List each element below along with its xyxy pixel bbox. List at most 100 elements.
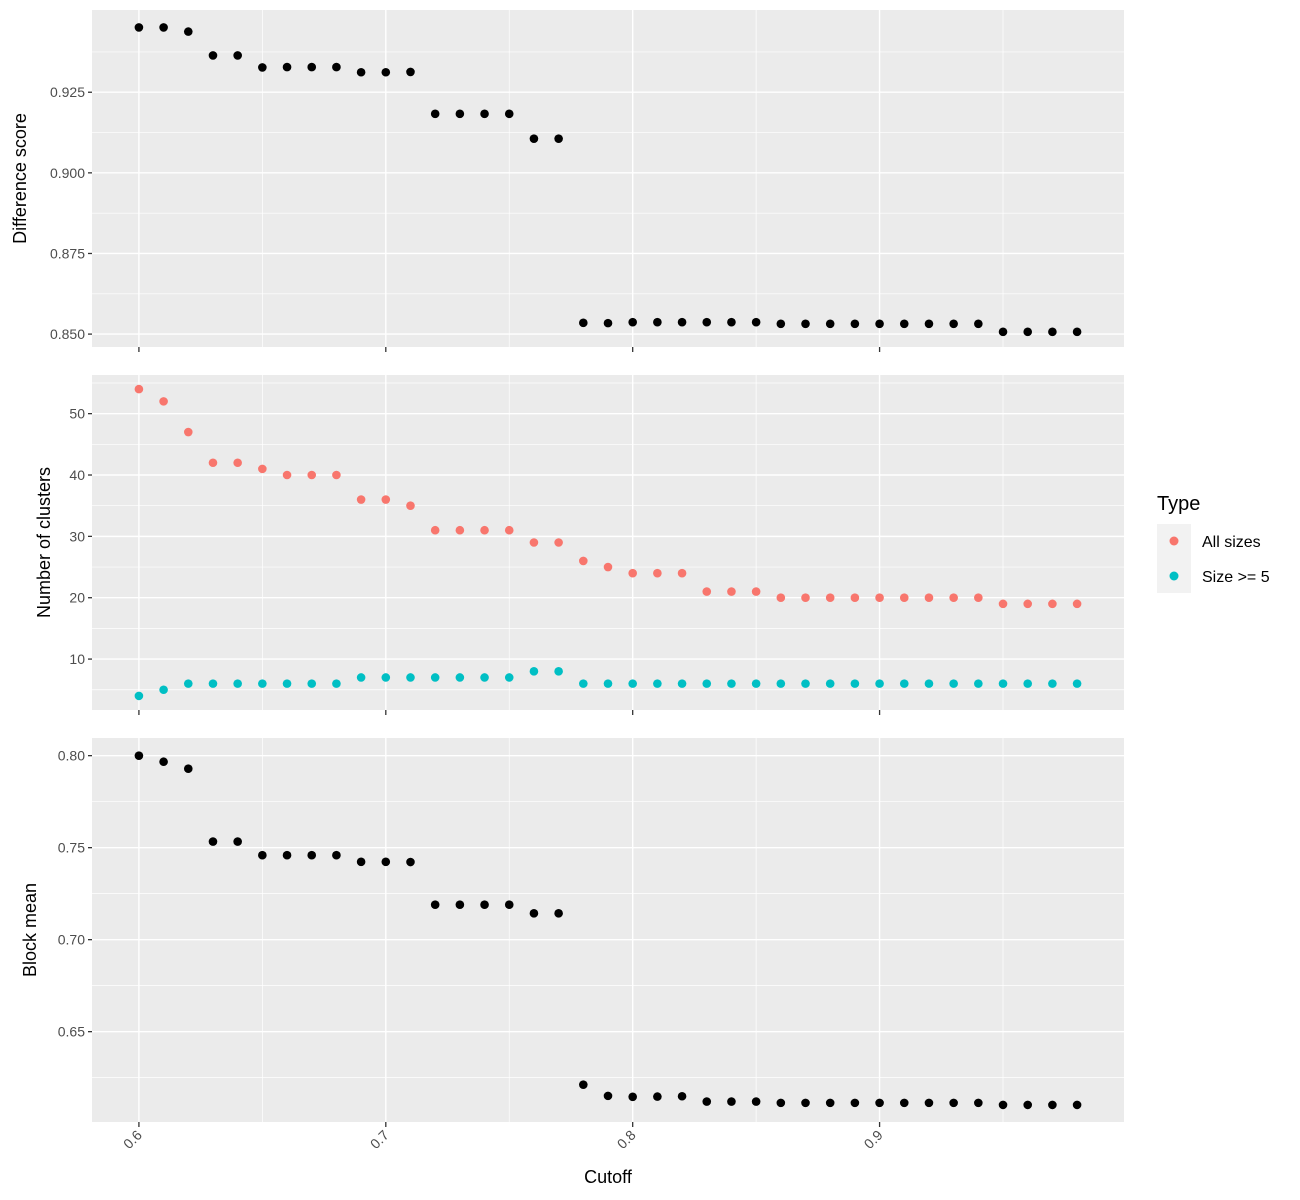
data-point (381, 67, 391, 77)
data-point (356, 673, 366, 682)
data-point (1023, 1100, 1033, 1110)
y-tick-label: 0.65 (58, 1024, 85, 1040)
data-point (603, 1091, 613, 1101)
data-point (603, 562, 613, 572)
data-point (159, 685, 168, 695)
series-difference-score (134, 23, 1082, 337)
data-point (579, 556, 588, 566)
data-point (825, 319, 835, 329)
x-tick-label: 0.7 (367, 1127, 392, 1152)
data-point (282, 62, 292, 72)
data-point (554, 667, 563, 676)
data-point (504, 900, 514, 910)
data-point (727, 317, 736, 327)
data-point (653, 317, 662, 327)
data-point (801, 319, 810, 329)
data-point (653, 1092, 662, 1101)
data-point (949, 319, 958, 329)
y-tick-label: 0.75 (58, 840, 85, 856)
data-point (702, 679, 712, 688)
data-point (1048, 599, 1057, 609)
data-point (430, 525, 440, 535)
data-point (159, 23, 168, 32)
data-point (850, 593, 860, 603)
data-point (801, 679, 810, 688)
data-point (850, 679, 860, 688)
data-point (208, 837, 218, 846)
data-point (974, 593, 983, 603)
data-point (1023, 327, 1033, 337)
legend: Type All sizes Size >= 5 (1157, 493, 1270, 593)
data-point (332, 850, 341, 860)
panel-1: 0.850 0.875 0.900 0.925 Difference score (10, 10, 1124, 352)
y-tick-label: 0.850 (50, 326, 85, 342)
legend-key-all-sizes (1169, 536, 1179, 546)
data-point (850, 1098, 860, 1108)
data-point (406, 501, 415, 510)
data-point (159, 397, 168, 406)
data-point (875, 679, 884, 688)
data-point (899, 593, 909, 603)
y-tick-label: 0.875 (50, 245, 85, 261)
y-tick-label: 0.80 (58, 748, 85, 764)
data-point (1048, 327, 1057, 337)
data-point (974, 679, 983, 688)
series-size-5 (134, 667, 1082, 701)
data-point (1048, 679, 1057, 688)
data-point (727, 587, 736, 596)
data-point (924, 1098, 934, 1108)
data-point (899, 319, 909, 329)
data-point (899, 679, 909, 688)
y-axis-title: Number of clusters (34, 467, 54, 618)
data-point (1072, 1100, 1082, 1110)
y-tick-label: 50 (69, 406, 85, 422)
data-point (653, 568, 662, 578)
data-point (406, 673, 415, 682)
data-point (776, 679, 786, 688)
data-point (455, 900, 465, 910)
data-point (579, 1080, 588, 1089)
data-point (1023, 599, 1033, 609)
data-point (554, 134, 563, 143)
data-point (924, 593, 934, 603)
data-point (455, 525, 465, 535)
data-point (307, 470, 317, 480)
data-point (529, 134, 539, 143)
data-point (208, 458, 218, 468)
data-point (183, 764, 193, 774)
data-point (628, 679, 637, 688)
legend-key-background (1157, 524, 1191, 593)
y-tick-label: 10 (69, 651, 85, 667)
data-point (406, 67, 415, 77)
y-axis-title: Block mean (20, 883, 40, 977)
panel-3: 0.65 0.70 0.75 0.80 0.6 0.7 0.8 0.9 Block mean (20, 738, 1124, 1152)
data-point (1023, 679, 1033, 688)
data-point (480, 109, 489, 119)
data-point (875, 593, 884, 603)
data-point (233, 679, 242, 688)
data-point (702, 1097, 712, 1106)
data-point (628, 568, 637, 578)
data-point (702, 317, 712, 327)
data-point (480, 525, 489, 535)
data-point (727, 679, 736, 688)
data-point (776, 1098, 786, 1108)
data-point (579, 679, 588, 688)
data-point (430, 673, 440, 682)
data-point (554, 538, 563, 547)
data-point (776, 593, 786, 603)
data-point (134, 691, 144, 701)
data-point (529, 538, 539, 547)
data-point (480, 900, 489, 910)
data-point (1072, 599, 1082, 609)
panel-background (92, 375, 1124, 710)
data-point (677, 317, 687, 327)
data-point (430, 109, 440, 119)
data-point (233, 837, 242, 846)
data-point (504, 525, 514, 535)
data-point (455, 109, 465, 119)
data-point (258, 63, 267, 72)
data-point (480, 673, 489, 682)
data-point (579, 318, 588, 328)
